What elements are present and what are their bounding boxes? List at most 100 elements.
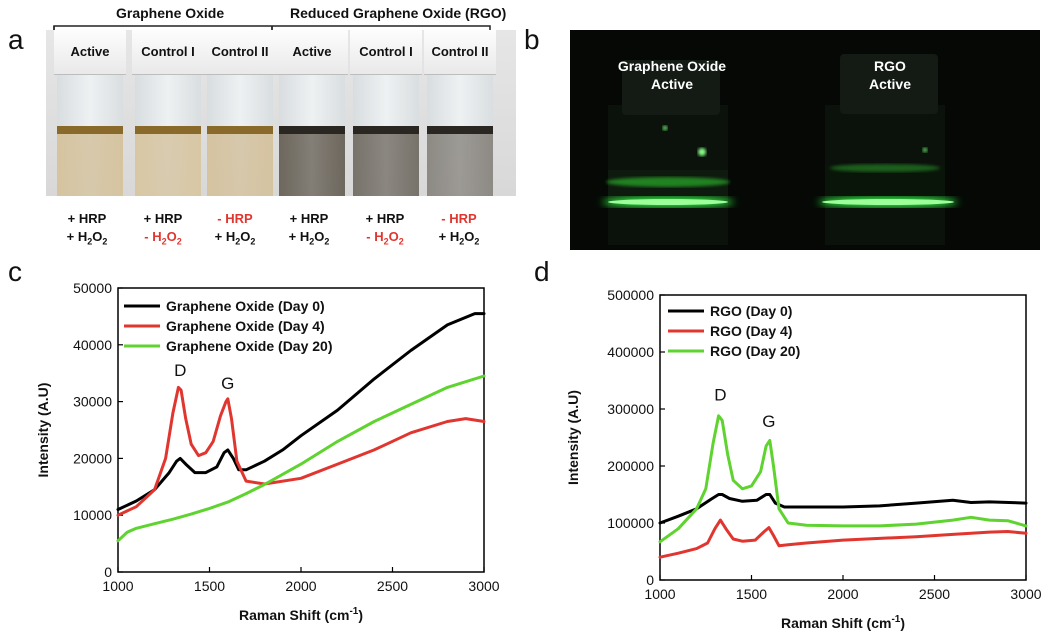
vial-cap-label: Control II xyxy=(431,44,489,59)
vial-glass xyxy=(427,74,493,130)
vial-liquid xyxy=(427,130,493,196)
vial-cap: Active xyxy=(276,30,348,75)
vial-meniscus xyxy=(353,126,419,134)
vials-photo: Active Control I Control II Active Control I… xyxy=(46,30,516,196)
x-tick-label: 1500 xyxy=(194,578,225,594)
vial-liquid xyxy=(57,130,123,196)
x-axis-label: Raman Shift (cm-1) xyxy=(781,614,905,631)
y-tick-label: 0 xyxy=(104,564,112,580)
vial-liquid xyxy=(353,130,419,196)
vial-cap-label: Active xyxy=(292,44,332,59)
vial-6: Control II xyxy=(424,30,496,196)
condition-hrp: - HRP xyxy=(217,211,253,226)
y-axis-label: Intensity (A.U) xyxy=(565,390,581,485)
condition-h2o2: - H2O2 xyxy=(144,229,182,247)
peak-annotation: D xyxy=(174,361,186,380)
vial-cap-label: Control I xyxy=(141,44,195,59)
legend-label: RGO (Day 4) xyxy=(710,323,792,339)
vial-cap-label: Control II xyxy=(211,44,269,59)
vial-cap: Active xyxy=(54,30,126,75)
series-line-3 xyxy=(116,374,486,543)
condition-hrp: - HRP xyxy=(441,211,477,226)
condition-h2o2: + H2O2 xyxy=(288,229,330,247)
y-tick-label: 100000 xyxy=(607,515,654,531)
condition-h2o2: + H2O2 xyxy=(66,229,108,247)
legend-label: Graphene Oxide (Day 20) xyxy=(166,338,333,354)
x-tick-label: 3000 xyxy=(1010,586,1041,602)
vial-5: Control I xyxy=(350,30,422,196)
group-label-rgo: Reduced Graphene Oxide (RGO) xyxy=(290,5,507,21)
x-tick-label: 2500 xyxy=(377,578,408,594)
series-line-2 xyxy=(116,385,486,517)
panel-label-c: c xyxy=(8,256,22,287)
vial-cap: Control II xyxy=(204,30,276,75)
condition-hrp: + HRP xyxy=(289,211,329,226)
legend-label: RGO (Day 20) xyxy=(710,343,800,359)
y-tick-label: 20000 xyxy=(73,450,112,466)
vial-liquid xyxy=(135,130,201,196)
x-tick-label: 1500 xyxy=(736,586,767,602)
x-tick-label: 2000 xyxy=(827,586,858,602)
condition-hrp: + HRP xyxy=(67,211,107,226)
panel-label-d: d xyxy=(534,256,550,287)
y-axis-label: Intensity (A.U) xyxy=(35,383,51,478)
fluorescence-vials: Graphene Oxide Active RGO Active xyxy=(602,54,958,245)
x-tick-label: 1000 xyxy=(644,586,675,602)
peak-annotation: G xyxy=(762,412,775,431)
x-tick-label: 2000 xyxy=(285,578,316,594)
vial-glass xyxy=(279,74,345,130)
peak-annotation: D xyxy=(714,385,726,404)
x-tick-label: 2500 xyxy=(919,586,950,602)
peak-annotation: G xyxy=(221,374,234,393)
vial-liquid xyxy=(279,130,345,196)
condition-label: + HRP + H2O2 xyxy=(48,210,126,251)
vial-meniscus xyxy=(207,126,273,134)
fluorescence-photo: Graphene Oxide Active RGO Active xyxy=(570,30,1040,250)
x-tick-label: 1000 xyxy=(102,578,133,594)
y-tick-label: 500000 xyxy=(607,287,654,303)
vial-4: Active xyxy=(276,30,348,196)
panel-label-b: b xyxy=(524,24,540,55)
legend-label: Graphene Oxide (Day 0) xyxy=(166,298,325,314)
condition-h2o2: + H2O2 xyxy=(214,229,256,247)
condition-label: - HRP + H2O2 xyxy=(196,210,274,251)
vial-cap: Control I xyxy=(132,30,204,75)
vial-cap-label: Active xyxy=(70,44,110,59)
y-tick-label: 30000 xyxy=(73,394,112,410)
vial-glass xyxy=(207,74,273,130)
panel-label-a: a xyxy=(8,24,24,55)
vial-cap-label: Control I xyxy=(359,44,413,59)
vial-3: Control II xyxy=(204,30,276,196)
condition-label: - HRP + H2O2 xyxy=(420,210,498,251)
series-line-3 xyxy=(658,414,1028,544)
vial-glass xyxy=(135,74,201,130)
condition-h2o2: + H2O2 xyxy=(438,229,480,247)
vial-glass xyxy=(57,74,123,130)
x-tick-label: 3000 xyxy=(468,578,499,594)
condition-label: + HRP + H2O2 xyxy=(270,210,348,251)
vial-2: Control I xyxy=(132,30,204,196)
vial-1: Active xyxy=(54,30,126,196)
legend-label: RGO (Day 0) xyxy=(710,303,792,319)
fluor-label-rgo-line2: Active xyxy=(869,76,911,92)
vial-glass xyxy=(353,74,419,130)
y-tick-label: 10000 xyxy=(73,507,112,523)
x-axis-label: Raman Shift (cm-1) xyxy=(239,606,363,623)
y-tick-label: 50000 xyxy=(73,280,112,296)
vial-liquid xyxy=(207,130,273,196)
series-line-2 xyxy=(658,518,1028,559)
condition-h2o2: - H2O2 xyxy=(366,229,404,247)
y-tick-label: 300000 xyxy=(607,401,654,417)
vial-rgo-cap xyxy=(840,54,938,114)
condition-label: + HRP - H2O2 xyxy=(124,210,202,251)
y-tick-label: 200000 xyxy=(607,458,654,474)
vial-cap: Control I xyxy=(350,30,422,75)
y-tick-label: 400000 xyxy=(607,344,654,360)
condition-hrp: + HRP xyxy=(365,211,405,226)
vial-meniscus xyxy=(57,126,123,134)
fluor-label-go-line1: Graphene Oxide xyxy=(618,58,726,74)
fluor-label-go-line2: Active xyxy=(651,76,693,92)
series-line-1 xyxy=(658,493,1028,525)
condition-label: + HRP - H2O2 xyxy=(346,210,424,251)
